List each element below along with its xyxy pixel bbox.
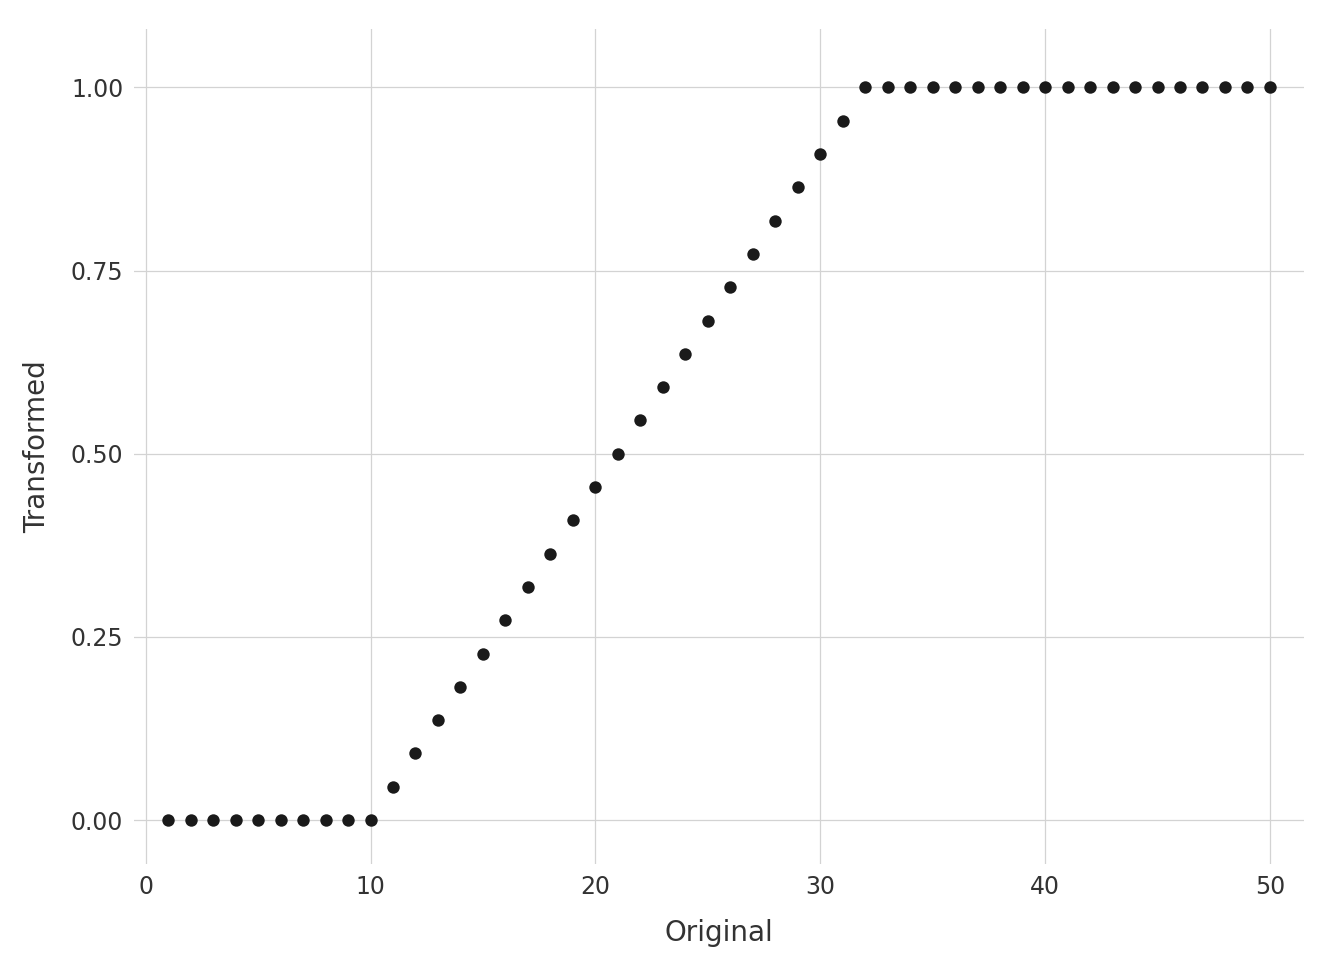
X-axis label: Original: Original [665, 919, 773, 947]
Point [540, 546, 562, 562]
Point [292, 812, 313, 828]
Point [698, 313, 719, 328]
Point [1169, 80, 1191, 95]
Point [1214, 80, 1235, 95]
Point [832, 113, 853, 129]
Point [1079, 80, 1101, 95]
Point [360, 812, 382, 828]
Point [922, 80, 943, 95]
Point [788, 180, 809, 195]
Point [247, 812, 269, 828]
Point [157, 812, 179, 828]
Point [1236, 80, 1258, 95]
Point [765, 213, 786, 228]
Point [382, 780, 403, 795]
Point [180, 812, 202, 828]
Point [337, 812, 359, 828]
Point [427, 712, 449, 728]
Point [945, 80, 966, 95]
Point [1056, 80, 1078, 95]
Point [629, 413, 650, 428]
Point [1125, 80, 1146, 95]
Point [966, 80, 988, 95]
Point [607, 446, 629, 462]
Point [450, 679, 472, 694]
Point [742, 246, 763, 261]
Point [1146, 80, 1168, 95]
Point [1012, 80, 1034, 95]
Point [989, 80, 1011, 95]
Point [809, 146, 831, 161]
Point [314, 812, 336, 828]
Point [585, 479, 606, 494]
Point [719, 279, 741, 295]
Point [855, 80, 876, 95]
Point [652, 379, 673, 395]
Point [405, 746, 426, 761]
Point [675, 347, 696, 362]
Point [472, 646, 493, 661]
Point [495, 612, 516, 628]
Point [876, 80, 898, 95]
Y-axis label: Transformed: Transformed [23, 360, 51, 533]
Point [562, 513, 583, 528]
Point [1259, 80, 1281, 95]
Point [517, 579, 539, 594]
Point [270, 812, 292, 828]
Point [203, 812, 224, 828]
Point [899, 80, 921, 95]
Point [1192, 80, 1214, 95]
Point [1035, 80, 1056, 95]
Point [1102, 80, 1124, 95]
Point [224, 812, 246, 828]
